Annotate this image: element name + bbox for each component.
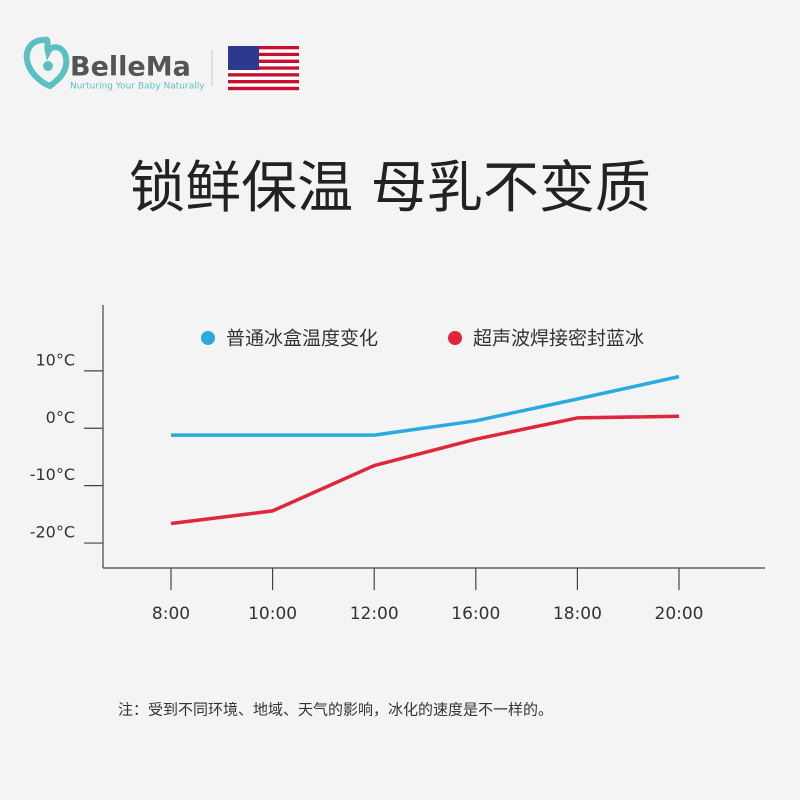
y-tick-label: -10°C: [30, 465, 75, 484]
logo: [23, 36, 70, 90]
chart: 10°C 0°C -10°C -20°C 8:00 10:00 12:00 16:00 18:0…: [30, 305, 765, 624]
legend-label: 普通冰盒温度变化: [226, 328, 378, 350]
flag-stripe: [228, 80, 299, 84]
flag-stripe: [228, 63, 299, 67]
x-tick-label: 16:00: [451, 604, 500, 624]
flag-canton: [228, 46, 259, 70]
flag-stripe: [228, 49, 299, 53]
logo-icon: [43, 61, 53, 71]
flag-stripe: [228, 59, 299, 63]
flag-stripe: [228, 66, 299, 70]
flag-stripe: [228, 46, 299, 50]
series-line: [170, 414, 680, 526]
flag-stripe: [228, 56, 299, 60]
note: 注：受到不同环境、地域、天气的影响，冰化的速度是不一样的。: [118, 701, 553, 719]
tagline: Nurturing Your Baby Naturally: [70, 82, 205, 92]
flag-stripe: [228, 76, 299, 80]
y-tick-label: 0°C: [46, 408, 75, 427]
y-tick-label: 10°C: [35, 350, 75, 369]
flag-stripe: [228, 69, 299, 74]
x-tick-label: 8:00: [152, 604, 190, 624]
flag-stripe: [228, 83, 299, 87]
flag-stripe: [228, 73, 299, 77]
x-tick-label: 12:00: [350, 604, 399, 624]
legend-marker: [448, 331, 462, 345]
legend-label: 超声波焊接密封蓝冰: [473, 328, 644, 350]
us-flag: [228, 46, 299, 91]
flag-stripe: [228, 52, 299, 57]
series-line: [171, 374, 680, 437]
logo-icon: [23, 36, 70, 90]
y-tick-label: -20°C: [30, 523, 75, 542]
x-tick-label: 18:00: [553, 604, 602, 624]
x-tick-label: 20:00: [655, 604, 704, 624]
x-tick-label: 10:00: [248, 604, 297, 624]
flag-stripe: [228, 86, 299, 91]
brand: BelleMa: [70, 52, 191, 83]
legend-marker: [201, 331, 215, 345]
headline: 锁鲜保温 母乳不变质: [129, 156, 651, 221]
